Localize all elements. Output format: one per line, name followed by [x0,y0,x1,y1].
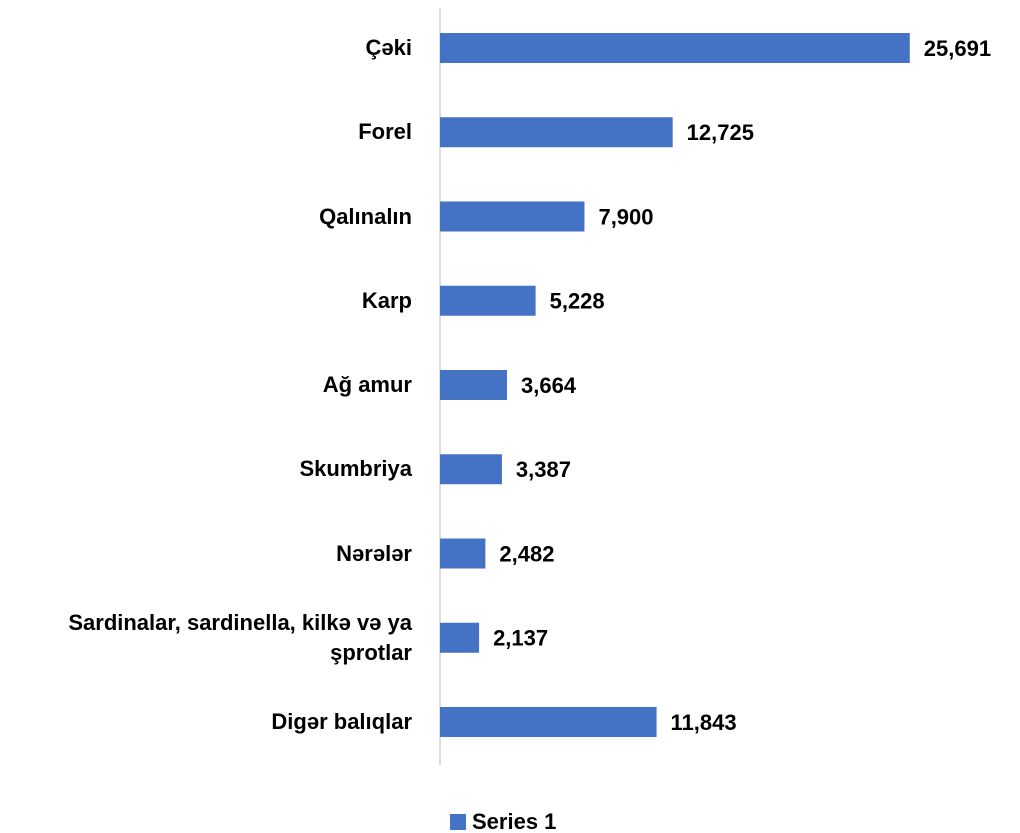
value-label: 2,137 [493,626,548,651]
value-label: 5,228 [550,289,605,314]
bar [440,33,910,63]
value-label: 7,900 [598,204,653,229]
category-label: Sardinalar, sardinella, kilkə və ya şpro… [68,609,412,665]
value-label: 12,725 [687,120,754,145]
bar [440,622,480,653]
legend-label: Series 1 [472,809,556,833]
bar [440,454,502,485]
category-label: Nərələr [336,540,412,566]
bar [440,201,585,232]
legend-swatch [450,814,466,830]
category-label: Skumbriya [299,456,413,482]
category-label: Qalınalın [319,203,412,229]
bar [440,285,536,316]
bar [440,538,486,569]
bar [440,707,657,737]
value-label: 3,664 [521,373,577,398]
value-label: 2,482 [499,541,554,566]
category-label: Çəki [365,35,412,60]
category-label: Digər balıqlar [271,709,412,734]
bar [440,370,507,400]
category-label: Forel [358,119,412,145]
category-label: Ağ amur [322,372,412,397]
value-label: 25,691 [924,36,991,61]
value-label: 11,843 [671,710,737,735]
category-label: Karp [361,287,412,313]
value-label: 3,387 [516,457,571,482]
bar [440,117,673,148]
